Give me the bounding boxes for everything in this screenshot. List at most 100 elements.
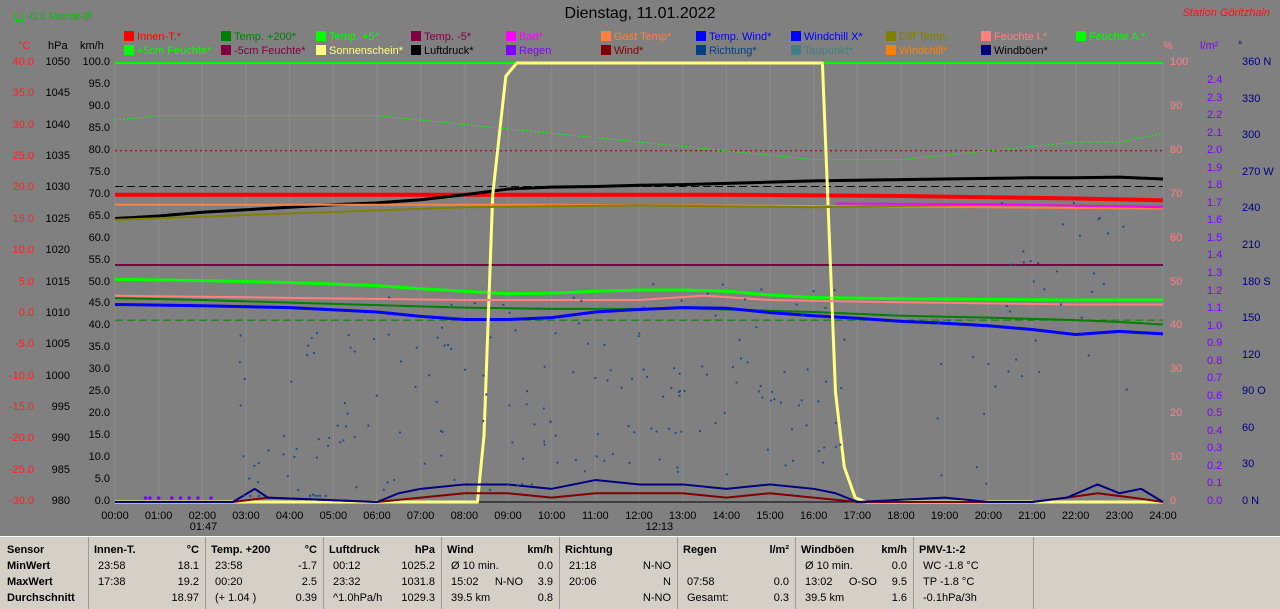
wind-direction-point xyxy=(994,385,997,388)
wind-direction-point xyxy=(253,464,256,468)
wind-direction-point xyxy=(243,494,246,498)
wind-direction-point xyxy=(603,459,606,462)
wind-direction-point xyxy=(678,394,681,397)
stats-panel: Luftdruck hPa 00:12 1025.2 23:32 1031.8 ^1.0hP… xyxy=(323,537,442,609)
wind-direction-point xyxy=(739,357,743,360)
wind-direction-point xyxy=(1125,388,1128,391)
legend-label: Wind* xyxy=(614,45,644,57)
stats-direction: N-NO xyxy=(494,576,523,588)
tick-label-rain: 0.0 xyxy=(1207,495,1223,507)
tick-label-direction: 330 xyxy=(1242,92,1261,105)
tick-label-celsius: 35.0 xyxy=(12,87,34,100)
wind-direction-point xyxy=(554,332,557,335)
tick-label-hpa: 1000 xyxy=(45,369,70,382)
wind-direction-point xyxy=(355,486,358,489)
wind-direction-point xyxy=(668,427,671,430)
wind-direction-point xyxy=(1087,354,1090,357)
wind-direction-point xyxy=(761,396,764,399)
wind-direction-point xyxy=(572,296,575,299)
wind-direction-point xyxy=(326,444,330,447)
legend-label: -5cm Feuchte* xyxy=(234,45,306,57)
wind-direction-point xyxy=(594,377,597,380)
wind-direction-point xyxy=(248,477,251,480)
tick-label-rain: 2.4 xyxy=(1207,74,1223,86)
stats-value: 2.5 xyxy=(301,576,317,588)
stats-panel: Richtung 21:18 N-NO 20:06 N N-NO xyxy=(559,537,678,609)
wind-direction-point xyxy=(606,379,609,382)
tick-label-rain: 2.0 xyxy=(1207,144,1223,157)
tick-label-direction: 30 xyxy=(1242,458,1255,471)
stats-value: 1.6 xyxy=(891,592,907,604)
wind-direction-point xyxy=(735,381,738,384)
legend-swatch xyxy=(221,31,231,41)
wind-direction-point xyxy=(317,437,320,441)
wind-direction-point xyxy=(447,343,450,346)
tick-label-rain: 2.2 xyxy=(1207,109,1223,122)
legend-item: Luftdruck* xyxy=(411,45,474,57)
stats-panel-title: Windböen xyxy=(801,544,855,556)
wind-direction-point xyxy=(721,283,724,286)
legend-label: Temp. +200* xyxy=(234,31,297,43)
wind-direction-point xyxy=(239,404,242,407)
unit-kmh: km/h xyxy=(80,40,104,52)
wind-direction-point xyxy=(537,307,540,310)
tick-label-kmh: 20.0 xyxy=(88,407,110,420)
wind-direction-point xyxy=(312,351,316,355)
wind-direction-point xyxy=(1000,202,1004,205)
tick-label-percent: 100 xyxy=(1170,56,1189,68)
tick-label-celsius: -15.0 xyxy=(8,400,34,413)
legend-label: Diff Temp. xyxy=(899,31,949,43)
wind-direction-point xyxy=(821,461,825,464)
statistics-table: Sensor MinWert MaxWert Durchschnitt Innen-T.… xyxy=(0,536,1280,609)
legend-item: +5cm Feuchte* xyxy=(124,45,211,57)
tick-label-hpa: 1030 xyxy=(45,181,70,194)
tick-label-celsius: 5.0 xyxy=(18,275,34,288)
wind-direction-point xyxy=(630,377,634,380)
legend-swatch xyxy=(506,31,516,41)
tick-label-rain: 0.5 xyxy=(1207,407,1223,420)
legend-label: Windböen* xyxy=(994,45,1048,57)
tick-label-kmh: 55.0 xyxy=(88,253,110,266)
wind-direction-point xyxy=(506,482,510,486)
series-extra xyxy=(114,294,1163,306)
wind-direction-point xyxy=(580,299,583,302)
tick-label-celsius: 20.0 xyxy=(12,181,34,194)
tick-label-rain: 0.9 xyxy=(1207,337,1223,350)
tick-label-time: 18:00 xyxy=(887,510,915,522)
wind-direction-point xyxy=(680,430,683,433)
legend-item: Feuchte I.* xyxy=(981,31,1047,43)
tick-label-kmh: 10.0 xyxy=(88,451,110,464)
rain-marker xyxy=(156,496,161,500)
legend-label: Regen xyxy=(519,45,552,57)
tick-label-hpa: 1045 xyxy=(45,87,70,100)
wind-direction-point xyxy=(746,361,749,364)
wind-direction-point xyxy=(349,346,352,349)
wind-direction-point xyxy=(1059,303,1062,306)
wind-direction-point xyxy=(435,400,438,404)
tick-label-kmh: 30.0 xyxy=(88,363,110,376)
wind-direction-point xyxy=(1098,216,1101,220)
stats-time: 23:58 xyxy=(215,560,243,572)
stats-panel-title: Temp. +200 xyxy=(211,544,271,556)
wind-direction-point xyxy=(328,436,331,440)
tick-label-time: 15:00 xyxy=(756,510,784,522)
rain-marker xyxy=(209,496,213,500)
wind-direction-point xyxy=(1015,358,1018,361)
tick-label-time: 14:00 xyxy=(712,510,741,522)
legend-item: Richtung* xyxy=(696,45,757,57)
wind-direction-point xyxy=(346,412,349,415)
wind-direction-point xyxy=(386,481,389,484)
wind-direction-point xyxy=(463,368,466,371)
tick-label-kmh: 90.0 xyxy=(88,99,110,112)
tick-label-celsius: -5.0 xyxy=(15,338,34,351)
wind-direction-point xyxy=(372,337,376,341)
stats-value: 19.2 xyxy=(177,576,199,588)
rain-marker xyxy=(196,496,200,500)
wind-direction-point xyxy=(543,365,546,368)
legend-swatch xyxy=(316,45,326,55)
tick-label-hpa: 1015 xyxy=(45,275,70,288)
wind-direction-point xyxy=(1055,270,1059,273)
wind-direction-point xyxy=(283,435,286,438)
rain-marker xyxy=(187,496,192,500)
wind-direction-point xyxy=(638,332,641,335)
